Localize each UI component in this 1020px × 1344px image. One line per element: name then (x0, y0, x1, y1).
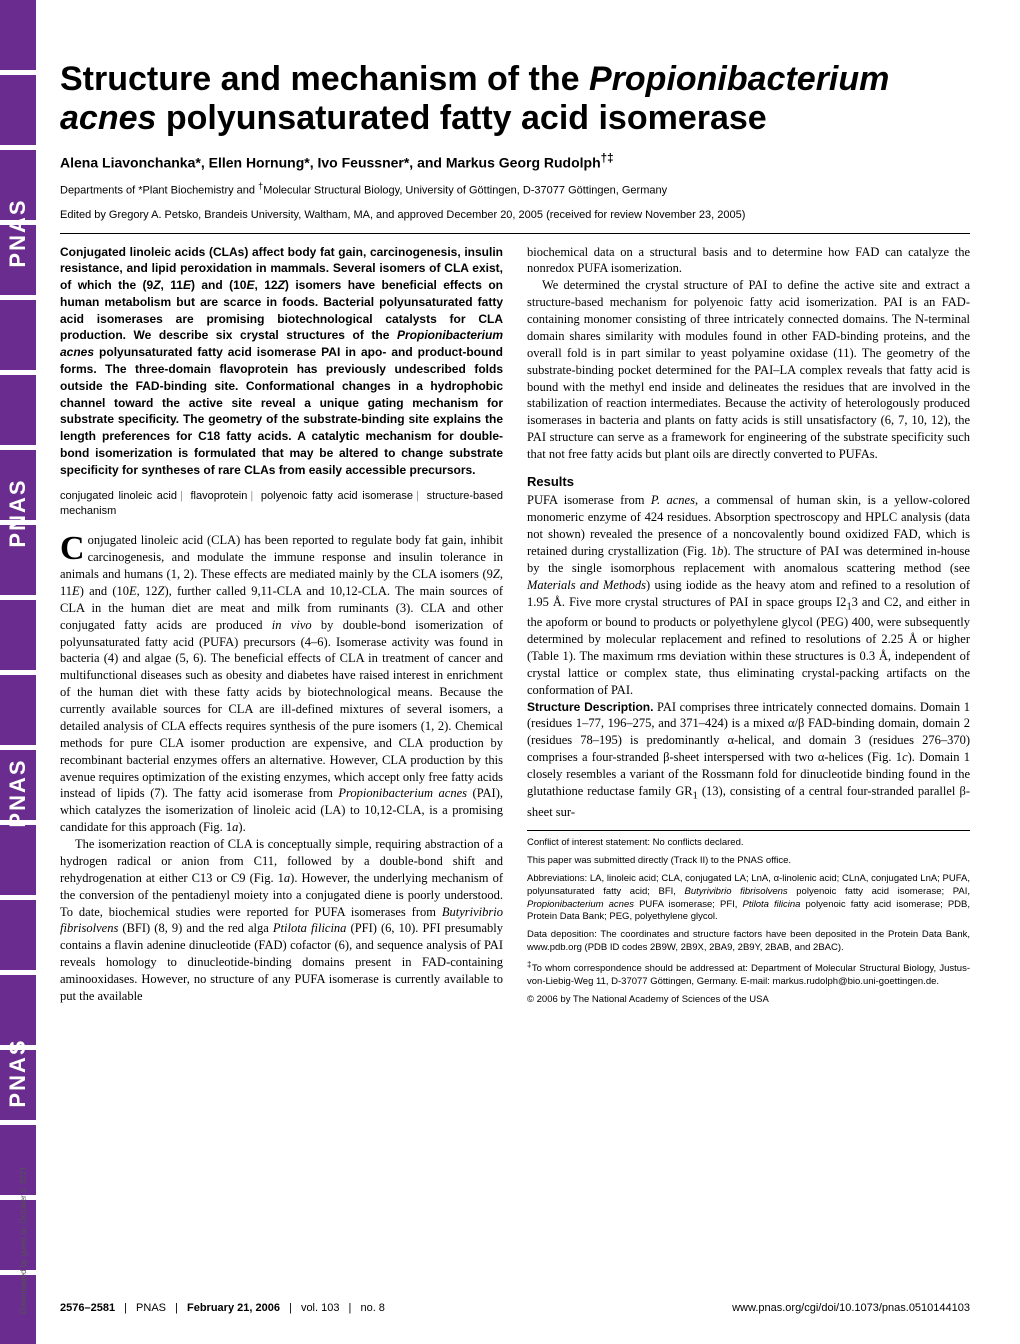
body-paragraph: Conjugated linoleic acid (CLA) has been … (60, 532, 503, 836)
inline-heading-structure: Structure Description. (527, 700, 653, 714)
footnote-track: This paper was submitted directly (Track… (527, 855, 970, 868)
footer-vol: vol. 103 (301, 1302, 340, 1314)
footnote-deposition: Data deposition: The coordinates and str… (527, 929, 970, 955)
footer-journal: PNAS (136, 1302, 166, 1314)
article-title: Structure and mechanism of the Propionib… (60, 60, 970, 138)
pnas-logo-text: PNAS (5, 1038, 31, 1107)
footnote-conflict: Conflict of interest statement: No confl… (527, 837, 970, 850)
body-paragraph: biochemical data on a structural basis a… (527, 244, 970, 278)
page-content: Structure and mechanism of the Propionib… (60, 0, 970, 1008)
page-footer: 2576–2581 | PNAS | February 21, 2006 | v… (60, 1302, 970, 1314)
pnas-logo-text: PNAS (5, 198, 31, 267)
body-paragraph: Structure Description. PAI comprises thr… (527, 699, 970, 821)
footer-right: www.pnas.org/cgi/doi/10.1073/pnas.051014… (732, 1302, 970, 1314)
footnote-abbreviations: Abbreviations: LA, linoleic acid; CLA, c… (527, 873, 970, 924)
footer-no: no. 8 (360, 1302, 384, 1314)
two-column-body: Conjugated linoleic acids (CLAs) affect … (60, 244, 970, 1009)
footer-pages: 2576–2581 (60, 1302, 115, 1314)
footnote-copyright: © 2006 by The National Academy of Scienc… (527, 994, 970, 1007)
footer-date: February 21, 2006 (187, 1302, 280, 1314)
footer-left: 2576–2581 | PNAS | February 21, 2006 | v… (60, 1302, 385, 1314)
download-note: Downloaded by guest on October 2, 2021 (19, 1166, 28, 1314)
pnas-logo-text: PNAS (5, 758, 31, 827)
body-paragraph: We determined the crystal structure of P… (527, 277, 970, 463)
footnotes-block: Conflict of interest statement: No confl… (527, 830, 970, 1006)
authors-line: Alena Liavonchanka*, Ellen Hornung*, Ivo… (60, 152, 970, 171)
drop-cap: C (60, 532, 88, 564)
footnote-corresponding: ‡To whom correspondence should be addres… (527, 960, 970, 989)
affiliation-line: Departments of *Plant Biochemistry and †… (60, 181, 970, 197)
keyword: flavoprotein (190, 490, 247, 502)
edited-by-line: Edited by Gregory A. Petsko, Brandeis Un… (60, 209, 970, 225)
pnas-logo-text: PNAS (5, 478, 31, 547)
keywords-line: conjugated linoleic acid| flavoprotein| … (60, 489, 503, 519)
section-heading-results: Results (527, 473, 970, 491)
body-paragraph: The isomerization reaction of CLA is con… (60, 836, 503, 1005)
abstract: Conjugated linoleic acids (CLAs) affect … (60, 244, 503, 479)
keyword: conjugated linoleic acid (60, 490, 177, 502)
body-text: onjugated linoleic acid (CLA) has been r… (60, 533, 503, 834)
body-text: PAI comprises three intricately connecte… (527, 700, 970, 819)
keyword: polyenoic fatty acid isomerase (261, 490, 413, 502)
horizontal-rule (60, 233, 970, 234)
footer-url: www.pnas.org/cgi/doi/10.1073/pnas.051014… (732, 1302, 970, 1314)
journal-side-strip: PNAS PNAS PNAS PNAS (0, 0, 36, 1344)
body-paragraph: PUFA isomerase from P. acnes, a commensa… (527, 492, 970, 698)
